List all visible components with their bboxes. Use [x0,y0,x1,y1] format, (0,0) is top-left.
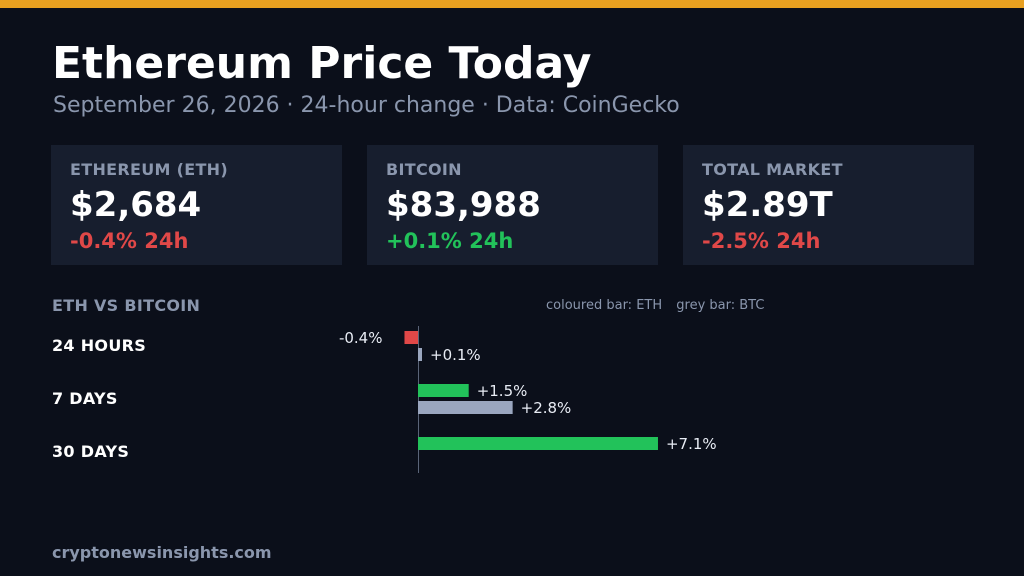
market-stat-card: TOTAL MARKET $2.89T -2.5% 24h [683,145,974,265]
eth-stat-card: ETHEREUM (ETH) $2,684 -0.4% 24h [51,145,342,265]
chart-legend: coloured bar: ETH grey bar: BTC [546,298,774,313]
eth-bar-2 [418,437,658,450]
eth-bar-label-0: -0.4% [339,329,383,347]
row-label-7d: 7 DAYS [52,389,118,408]
card-value: $2,684 [70,185,202,225]
btc-stat-card: BITCOIN $83,988 +0.1% 24h [367,145,658,265]
accent-bar [0,0,1024,8]
eth-bar-0 [404,331,418,344]
site-footer: cryptonewsinsights.com [52,543,272,562]
page-subtitle: September 26, 2026 · 24-hour change · Da… [53,93,680,118]
card-value: $2.89T [702,185,833,225]
page-title: Ethereum Price Today [52,38,592,89]
btc-bar-0 [418,348,422,361]
legend-btc: grey bar: BTC [676,298,765,313]
card-label: ETHEREUM (ETH) [70,160,228,179]
btc-bar-1 [418,401,513,414]
card-change: -0.4% 24h [70,229,189,253]
eth-bar-1 [418,384,469,397]
btc-bar-label-0: +0.1% [430,346,481,364]
card-change: -2.5% 24h [702,229,821,253]
eth-bar-label-2: +7.1% [666,435,717,453]
card-label: TOTAL MARKET [702,160,843,179]
card-label: BITCOIN [386,160,462,179]
btc-bar-label-1: +2.8% [521,399,572,417]
card-value: $83,988 [386,185,541,225]
eth-bar-label-1: +1.5% [477,382,528,400]
card-change: +0.1% 24h [386,229,514,253]
row-label-24h: 24 HOURS [52,336,147,355]
chart-title: ETH VS BITCOIN [52,296,201,315]
row-label-30d: 30 DAYS [52,442,130,461]
legend-eth: coloured bar: ETH [546,298,663,313]
